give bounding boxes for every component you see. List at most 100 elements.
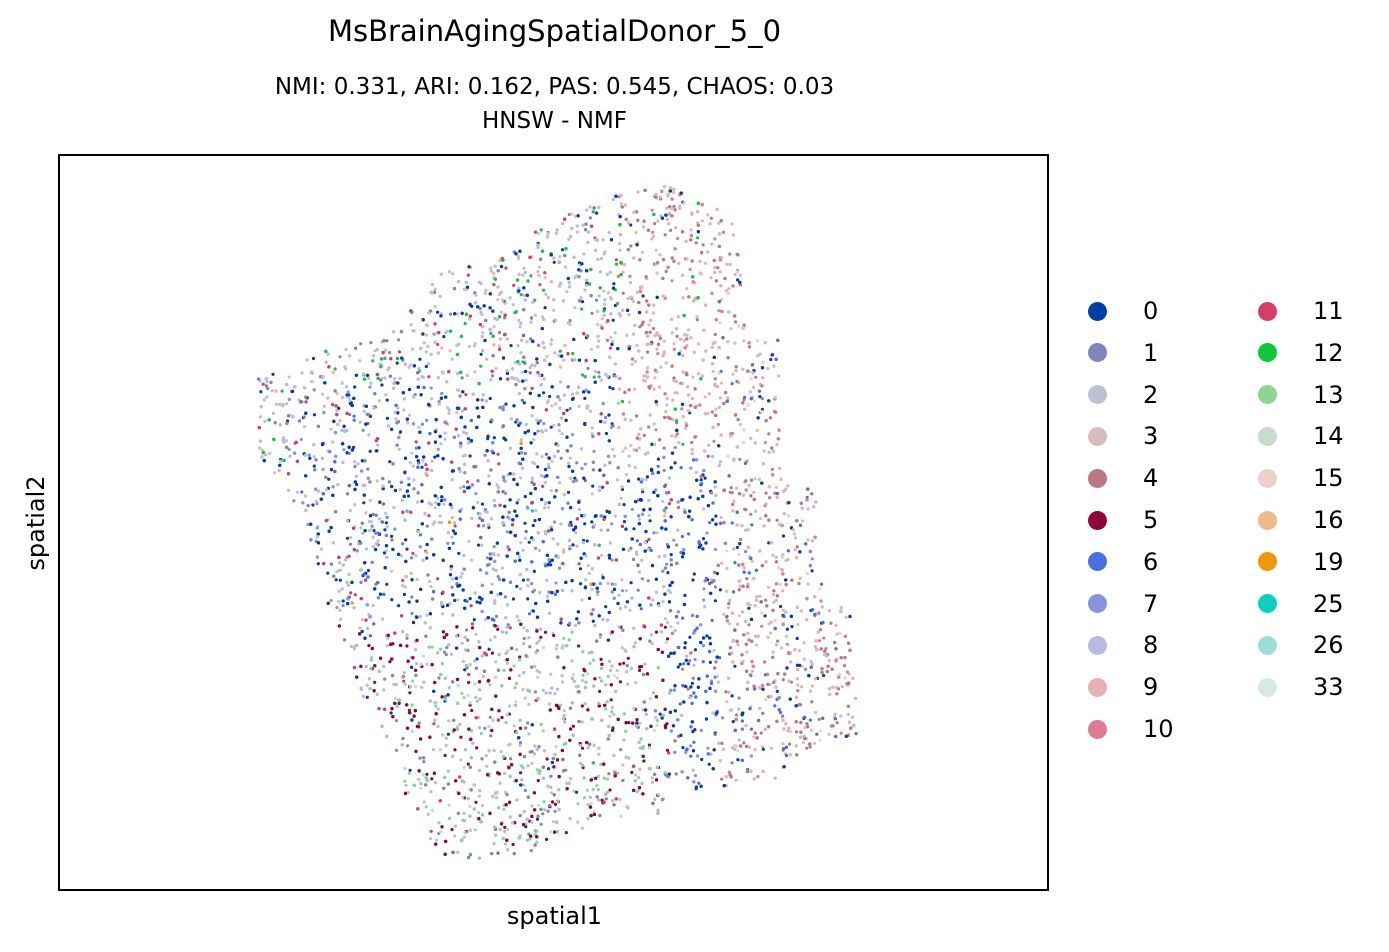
- scatter-point-cluster-7: [699, 489, 703, 493]
- scatter-point-cluster-2: [650, 642, 655, 646]
- scatter-point-cluster-4: [787, 742, 792, 746]
- scatter-point-cluster-3: [407, 413, 412, 417]
- scatter-point-cluster-7: [699, 728, 704, 733]
- scatter-point-cluster-6: [808, 718, 813, 722]
- scatter-point-cluster-2: [554, 647, 558, 651]
- scatter-point-cluster-6: [656, 464, 660, 468]
- scatter-point-cluster-4: [742, 741, 746, 745]
- scatter-point-cluster-8: [422, 800, 426, 804]
- scatter-point-cluster-1: [530, 750, 534, 754]
- scatter-point-cluster-11: [583, 478, 587, 483]
- scatter-point-cluster-1: [610, 582, 614, 586]
- scatter-point-cluster-13: [627, 756, 631, 760]
- scatter-point-cluster-1: [567, 212, 571, 217]
- scatter-point-cluster-3: [809, 728, 814, 732]
- scatter-point-cluster-0: [383, 528, 387, 532]
- scatter-point-cluster-0: [730, 694, 734, 698]
- scatter-point-cluster-2: [494, 660, 498, 664]
- scatter-point-cluster-3: [315, 499, 319, 503]
- scatter-point-cluster-5: [443, 753, 447, 758]
- scatter-point-cluster-0: [509, 344, 513, 348]
- scatter-point-cluster-2: [701, 507, 706, 511]
- scatter-point-cluster-8: [577, 404, 581, 408]
- scatter-point-cluster-2: [433, 506, 437, 510]
- scatter-point-cluster-13: [655, 719, 659, 723]
- scatter-point-cluster-4: [805, 746, 809, 750]
- scatter-point-cluster-4: [738, 457, 742, 461]
- scatter-point-cluster-4: [835, 721, 839, 725]
- scatter-point-cluster-3: [320, 547, 324, 551]
- scatter-point-cluster-9: [651, 234, 656, 238]
- scatter-point-cluster-2: [583, 288, 587, 292]
- scatter-point-cluster-1: [629, 546, 633, 550]
- scatter-point-cluster-0: [552, 260, 556, 264]
- scatter-point-cluster-4: [767, 695, 771, 699]
- scatter-point-cluster-12: [479, 364, 483, 368]
- scatter-point-cluster-2: [369, 655, 374, 659]
- scatter-point-cluster-3: [403, 585, 407, 589]
- scatter-point-cluster-8: [512, 664, 516, 668]
- scatter-point-cluster-6: [815, 732, 819, 736]
- scatter-point-cluster-11: [411, 551, 415, 555]
- scatter-point-cluster-10: [839, 731, 843, 735]
- scatter-point-cluster-7: [429, 386, 433, 390]
- scatter-point-cluster-13: [430, 645, 434, 649]
- scatter-point-cluster-2: [353, 460, 357, 464]
- scatter-point-cluster-2: [460, 641, 464, 645]
- scatter-point-cluster-15: [760, 611, 764, 615]
- scatter-point-cluster-15: [818, 738, 822, 742]
- scatter-point-cluster-2: [521, 783, 526, 787]
- scatter-point-cluster-1: [661, 569, 665, 573]
- scatter-point-cluster-13: [533, 832, 537, 837]
- scatter-point-cluster-9: [652, 387, 656, 391]
- scatter-point-cluster-0: [708, 660, 713, 664]
- scatter-point-cluster-5: [503, 825, 507, 830]
- scatter-point-cluster-6: [819, 582, 824, 586]
- scatter-point-cluster-5: [496, 627, 500, 631]
- scatter-point-cluster-10: [763, 441, 768, 445]
- scatter-point-cluster-3: [785, 634, 789, 638]
- scatter-point-cluster-0: [382, 551, 386, 555]
- scatter-point-cluster-11: [261, 382, 265, 386]
- scatter-point-cluster-2: [489, 266, 493, 270]
- scatter-point-cluster-0: [479, 352, 483, 356]
- scatter-point-cluster-3: [611, 447, 615, 451]
- scatter-point-cluster-3: [565, 290, 569, 294]
- scatter-point-cluster-3: [752, 735, 756, 739]
- scatter-point-cluster-5: [553, 802, 558, 807]
- scatter-point-cluster-1: [480, 398, 484, 402]
- scatter-point-cluster-4: [731, 502, 735, 507]
- scatter-point-cluster-9: [769, 746, 774, 750]
- scatter-point-cluster-1: [529, 849, 533, 853]
- scatter-point-cluster-0: [714, 514, 718, 518]
- scatter-point-cluster-0: [389, 711, 393, 715]
- scatter-point-cluster-3: [753, 477, 757, 481]
- scatter-point-cluster-0: [475, 600, 479, 604]
- scatter-point-cluster-1: [405, 636, 409, 640]
- scatter-point-cluster-9: [806, 582, 810, 586]
- scatter-point-cluster-0: [547, 501, 551, 505]
- scatter-point-cluster-2: [295, 490, 299, 494]
- scatter-point-cluster-5: [519, 771, 523, 775]
- scatter-point-cluster-2: [285, 439, 289, 443]
- scatter-point-cluster-11: [465, 480, 470, 484]
- scatter-point-cluster-0: [595, 211, 599, 215]
- scatter-point-cluster-9: [732, 499, 736, 503]
- scatter-point-cluster-8: [507, 704, 512, 708]
- scatter-point-cluster-19: [549, 525, 553, 529]
- scatter-point-cluster-11: [353, 593, 357, 597]
- scatter-point-cluster-2: [322, 404, 327, 408]
- scatter-point-cluster-0: [523, 494, 527, 499]
- scatter-point-cluster-1: [462, 485, 466, 489]
- scatter-point-cluster-2: [433, 304, 437, 309]
- scatter-point-cluster-4: [675, 432, 679, 436]
- scatter-point-cluster-1: [509, 757, 513, 761]
- scatter-point-cluster-7: [335, 605, 339, 610]
- scatter-point-cluster-8: [559, 522, 563, 526]
- scatter-point-cluster-0: [511, 597, 516, 601]
- scatter-point-cluster-5: [571, 724, 576, 728]
- scatter-point-cluster-13: [369, 658, 374, 662]
- scatter-point-cluster-2: [666, 620, 670, 625]
- scatter-point-cluster-9: [847, 672, 851, 676]
- scatter-point-cluster-4: [730, 761, 734, 765]
